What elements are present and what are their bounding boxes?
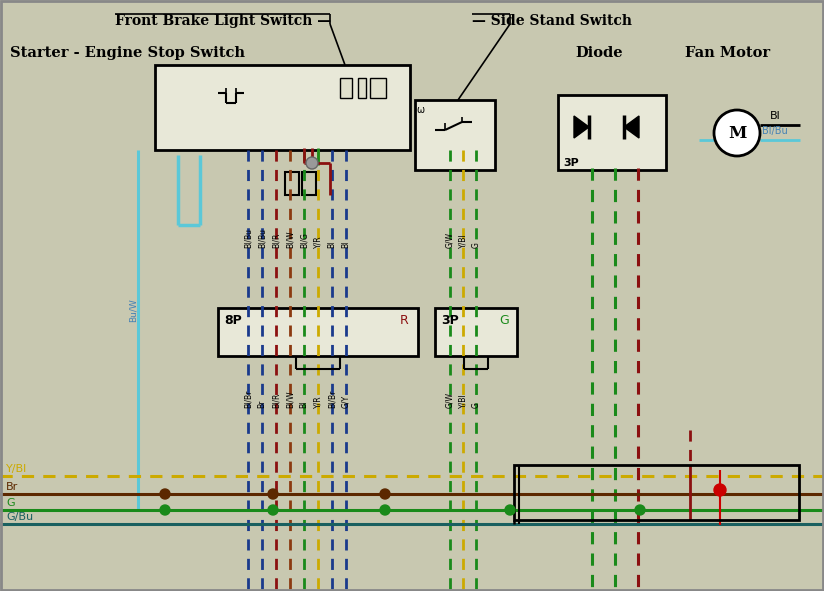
- Text: Bl/Bu: Bl/Bu: [257, 228, 266, 248]
- Circle shape: [268, 489, 278, 499]
- Text: Bl/G: Bl/G: [299, 232, 308, 248]
- Text: G: G: [471, 242, 480, 248]
- Text: 3P: 3P: [441, 314, 459, 327]
- Circle shape: [380, 505, 390, 515]
- Bar: [370, 78, 386, 98]
- Text: Bl: Bl: [327, 241, 336, 248]
- Text: Bl: Bl: [341, 241, 350, 248]
- Text: — Side Stand Switch: — Side Stand Switch: [472, 14, 632, 28]
- Bar: [218, 308, 418, 356]
- Circle shape: [714, 484, 726, 496]
- Text: 8P: 8P: [224, 314, 241, 327]
- Polygon shape: [624, 116, 639, 138]
- Text: R: R: [400, 314, 409, 327]
- Bar: [302, 172, 316, 195]
- Circle shape: [505, 505, 515, 515]
- Text: Bl/R: Bl/R: [271, 392, 280, 408]
- Circle shape: [160, 505, 170, 515]
- Bar: [285, 172, 299, 195]
- Text: Bl/Bu: Bl/Bu: [762, 126, 788, 136]
- Bar: [340, 78, 352, 98]
- Circle shape: [306, 157, 318, 169]
- Text: Y/Bl: Y/Bl: [6, 464, 27, 474]
- Text: Bl/R: Bl/R: [271, 233, 280, 248]
- Text: G: G: [499, 314, 508, 327]
- Bar: [358, 78, 366, 98]
- Text: Y/R: Y/R: [313, 235, 322, 248]
- Text: G/W: G/W: [446, 232, 455, 248]
- Text: Bl/Br: Bl/Br: [244, 389, 252, 408]
- Text: Diode: Diode: [575, 46, 623, 60]
- Text: Bu/W: Bu/W: [129, 298, 138, 322]
- Text: 3P: 3P: [563, 158, 578, 168]
- Text: G/Y: G/Y: [341, 395, 350, 408]
- Bar: [558, 95, 666, 170]
- Bar: [514, 465, 799, 520]
- Text: Bl/W: Bl/W: [285, 230, 294, 248]
- Bar: [435, 308, 517, 356]
- Text: Bl: Bl: [770, 111, 781, 121]
- Text: Bl/Br: Bl/Br: [327, 389, 336, 408]
- Bar: [155, 65, 410, 150]
- Circle shape: [714, 110, 760, 156]
- Circle shape: [380, 489, 390, 499]
- Text: Y/Bl: Y/Bl: [458, 394, 467, 408]
- Text: Fan Motor: Fan Motor: [685, 46, 770, 60]
- Text: Bl/W: Bl/W: [285, 391, 294, 408]
- Text: Y/R: Y/R: [313, 395, 322, 408]
- Circle shape: [268, 505, 278, 515]
- Text: Front Brake Light Switch —: Front Brake Light Switch —: [115, 14, 331, 28]
- Text: M: M: [728, 125, 747, 141]
- Text: Bl: Bl: [299, 401, 308, 408]
- Text: G/W: G/W: [446, 392, 455, 408]
- Text: ω: ω: [416, 105, 424, 115]
- Polygon shape: [574, 116, 589, 138]
- Text: Y/Bl: Y/Bl: [458, 233, 467, 248]
- Text: Bl/Bu: Bl/Bu: [244, 228, 252, 248]
- Circle shape: [635, 505, 645, 515]
- Circle shape: [160, 489, 170, 499]
- Bar: [415, 100, 495, 170]
- Text: Br: Br: [6, 482, 18, 492]
- Text: G: G: [6, 498, 15, 508]
- Text: Br: Br: [257, 400, 266, 408]
- Text: G/Bu: G/Bu: [6, 512, 33, 522]
- Text: Starter - Engine Stop Switch: Starter - Engine Stop Switch: [10, 46, 245, 60]
- Text: G: G: [471, 402, 480, 408]
